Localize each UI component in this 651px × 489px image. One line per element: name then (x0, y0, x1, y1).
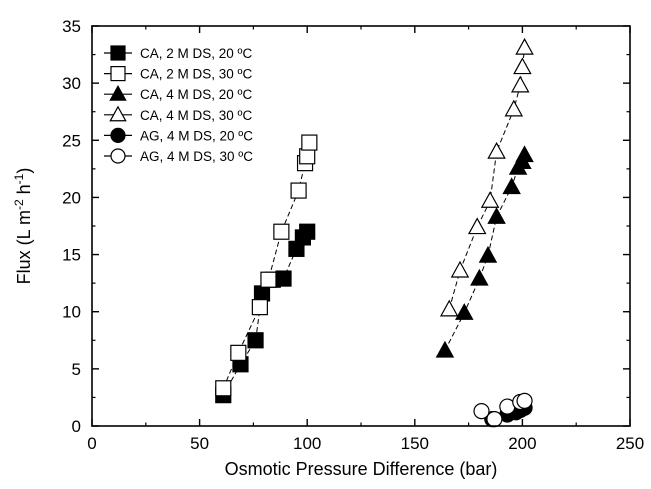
y-tick-label: 0 (72, 417, 81, 436)
data-point (450, 260, 470, 278)
data-point (516, 392, 533, 409)
legend-marker (110, 45, 126, 61)
y-axis-title-exp2: -1 (12, 173, 26, 184)
data-point (215, 380, 232, 397)
ticks-layer: 0 50 100 150 200 250 0 5 10 15 20 25 30 35 (62, 17, 644, 453)
x-axis-title: Osmotic Pressure Difference (bar) (225, 459, 498, 479)
x-tick-label: 50 (190, 434, 209, 453)
data-point (260, 271, 277, 288)
data-point (299, 148, 316, 165)
y-tick-label: 30 (62, 74, 81, 93)
y-axis-title-mid: h (14, 184, 34, 199)
x-tick-label: 200 (508, 434, 536, 453)
data-point (301, 134, 318, 151)
legend-label: CA, 2 M DS, 20 ºC (140, 46, 252, 61)
data-point (504, 99, 524, 117)
series-6 (473, 392, 533, 428)
data-point (478, 245, 498, 263)
data-point (439, 299, 459, 317)
data-point (247, 332, 264, 349)
legend-marker (110, 148, 126, 164)
legend-item: CA, 2 M DS, 30 ºC (104, 65, 252, 82)
y-tick-label: 35 (62, 17, 81, 36)
data-point (435, 340, 455, 358)
data-point (515, 37, 534, 55)
data-point (253, 285, 271, 302)
series-3 (435, 145, 534, 358)
legend-item: CA, 4 M DS, 20 ºC (104, 84, 252, 102)
y-axis-title: Flux (L m-2 h-1) (12, 168, 34, 285)
legend-item: CA, 4 M DS, 30 ºC (104, 105, 252, 123)
legend-label: CA, 4 M DS, 20 ºC (140, 87, 252, 102)
data-point (510, 75, 530, 93)
series-layer (215, 37, 534, 428)
legend-marker (109, 105, 127, 122)
data-point (515, 145, 534, 163)
data-point (467, 217, 487, 235)
x-tick-label: 100 (293, 434, 321, 453)
y-tick-label: 5 (72, 360, 81, 379)
y-axis-title-prefix: Flux (L m (14, 210, 34, 284)
legend-marker (110, 127, 126, 143)
data-point (486, 411, 503, 428)
x-tick-label: 150 (401, 434, 429, 453)
data-point (299, 223, 316, 240)
legend-marker (109, 84, 127, 101)
data-point (473, 403, 490, 420)
data-point (275, 270, 292, 287)
series-2 (215, 134, 318, 397)
series-4 (439, 37, 534, 317)
legend: CA, 2 M DS, 20 ºC CA, 2 M DS, 30 ºC CA, 4 … (104, 45, 253, 164)
legend-item: AG, 4 M DS, 30 ºC (104, 148, 253, 164)
data-point (487, 141, 506, 159)
data-point (230, 344, 247, 361)
y-tick-label: 20 (62, 188, 81, 207)
legend-label: AG, 4 M DS, 30 ºC (140, 149, 253, 164)
y-tick-label: 25 (62, 131, 81, 150)
data-point (455, 303, 474, 320)
x-tick-label: 0 (87, 434, 96, 453)
legend-marker (110, 65, 126, 82)
legend-label: CA, 4 M DS, 30 ºC (140, 108, 252, 123)
y-tick-label: 10 (62, 303, 81, 322)
legend-label: AG, 4 M DS, 20 ºC (140, 128, 253, 143)
plot-frame (91, 25, 631, 427)
legend-item: CA, 2 M DS, 20 ºC (104, 45, 252, 61)
legend-label: CA, 2 M DS, 30 ºC (140, 67, 252, 82)
data-point (502, 177, 521, 195)
legend-item: AG, 4 M DS, 20 ºC (104, 127, 253, 143)
data-point (251, 299, 268, 316)
data-point (513, 57, 532, 75)
data-point (480, 191, 500, 208)
y-tick-label: 15 (62, 246, 81, 265)
data-point (273, 223, 290, 240)
x-tick-label: 250 (616, 434, 644, 453)
data-point (290, 182, 307, 199)
y-axis-title-suffix: ) (14, 168, 34, 174)
data-point (470, 268, 489, 286)
y-axis-title-exp1: -2 (12, 199, 26, 210)
data-point (487, 207, 506, 224)
